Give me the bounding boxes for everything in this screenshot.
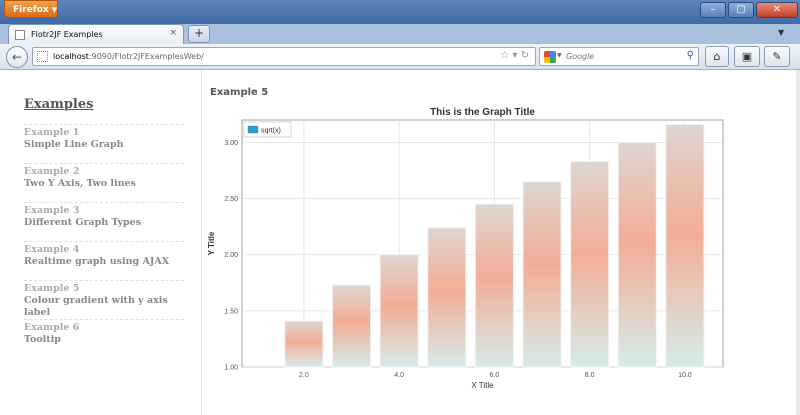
x-axis-title: X Title <box>471 381 494 390</box>
sidebar-item-example-3[interactable]: Example 3 Different Graph Types <box>24 202 184 229</box>
sidebar-item-example-2[interactable]: Example 2 Two Y Axis, Two lines <box>24 163 184 190</box>
google-icon[interactable] <box>544 51 556 63</box>
search-bar[interactable]: ▼ Google ⚲ <box>539 47 699 66</box>
y-tick-label: 3.00 <box>224 140 238 147</box>
close-tab-icon[interactable]: × <box>169 28 177 38</box>
y-tick-label: 1.50 <box>224 308 238 315</box>
addons-button[interactable]: ▣ <box>734 46 760 67</box>
url-bar[interactable]: localhost:9090/Flotr2JFExamplesWeb/ ☆ ▾ … <box>32 47 536 66</box>
search-engine-chevron-icon[interactable]: ▼ <box>557 52 562 59</box>
minimize-button[interactable]: – <box>700 2 726 18</box>
x-tick-label: 10.0 <box>678 372 692 379</box>
close-window-button[interactable]: ✕ <box>756 2 798 18</box>
sidebar-item-desc[interactable]: Realtime graph using AJAX <box>24 256 170 267</box>
bar <box>474 203 514 368</box>
sidebar-title: Examples <box>24 97 94 112</box>
sidebar <box>0 70 202 415</box>
sidebar-item-desc[interactable]: Simple Line Graph <box>24 139 124 150</box>
sidebar-item-number[interactable]: Example 4 <box>24 244 80 255</box>
y-tick-label: 2.00 <box>224 252 238 259</box>
sidebar-item-number[interactable]: Example 2 <box>24 166 80 177</box>
sidebar-item-desc[interactable]: Tooltip <box>24 334 61 345</box>
window-edge <box>796 70 800 415</box>
bookmark-star-icon[interactable]: ☆ ▾ ↻ <box>500 50 529 61</box>
bar <box>379 254 419 368</box>
window-titlebar <box>0 0 800 24</box>
bar <box>665 123 705 368</box>
sidebar-item-example-1[interactable]: Example 1 Simple Line Graph <box>24 124 184 151</box>
sidebar-item-number[interactable]: Example 6 <box>24 322 80 333</box>
chevron-down-icon: ▼ <box>51 6 58 14</box>
sidebar-item-example-5[interactable]: Example 5 Colour gradient with y axis lab… <box>24 280 184 319</box>
bar <box>427 227 467 368</box>
chart-title: This is the Graph Title <box>430 107 535 118</box>
sidebar-item-number[interactable]: Example 3 <box>24 205 80 216</box>
new-tab-button[interactable]: + <box>188 25 210 43</box>
tab-flotr2jf-examples[interactable]: Flotr2JF Examples × <box>8 24 184 44</box>
url-path: :9090/Flotr2JFExamplesWeb/ <box>88 52 204 61</box>
site-identity-icon[interactable] <box>37 51 48 62</box>
page-favicon-icon <box>15 30 25 40</box>
maximize-button[interactable]: ▢ <box>728 2 754 18</box>
sidebar-item-desc[interactable]: Different Graph Types <box>24 217 142 228</box>
y-tick-label: 2.50 <box>224 196 238 203</box>
bar <box>522 181 562 368</box>
y-tick-label: 1.00 <box>224 365 238 372</box>
sidebar-item-example-6[interactable]: Example 6 Tooltip <box>24 319 184 346</box>
bar <box>570 161 610 368</box>
list-all-tabs-icon[interactable]: ▼ <box>778 28 785 37</box>
legend-swatch <box>247 125 259 134</box>
sidebar-item-number[interactable]: Example 1 <box>24 127 80 138</box>
firefox-menu-label: Firefox <box>13 5 49 15</box>
firefox-menu-button[interactable]: Firefox ▼ <box>4 0 58 18</box>
sidebar-item-number[interactable]: Example 5 <box>24 283 80 294</box>
x-tick-label: 8.0 <box>585 372 595 379</box>
plus-icon: + <box>193 26 205 40</box>
page-title: Example 5 <box>210 87 269 98</box>
url-host: localhost <box>53 52 89 61</box>
sidebar-item-example-4[interactable]: Example 4 Realtime graph using AJAX <box>24 241 184 268</box>
home-button[interactable]: ⌂ <box>705 46 729 67</box>
back-button[interactable]: ← <box>6 46 28 68</box>
tools-button[interactable]: ✎ <box>764 46 790 67</box>
sidebar-item-desc[interactable]: Colour gradient with y axis label <box>24 295 168 318</box>
bar <box>331 284 372 368</box>
sidebar-item-desc[interactable]: Two Y Axis, Two lines <box>24 178 136 189</box>
x-tick-label: 4.0 <box>394 372 404 379</box>
x-tick-label: 2.0 <box>299 372 309 379</box>
search-placeholder: Google <box>566 52 595 61</box>
x-tick-label: 6.0 <box>490 372 500 379</box>
bar <box>617 141 657 368</box>
bar <box>284 320 324 368</box>
chart: This is the Graph Title 1.00 1.50 2.00 2.50 3… <box>207 107 724 390</box>
legend-label: sqrt(x) <box>261 128 281 135</box>
y-axis-title: Y Title <box>207 231 216 255</box>
tab-title: Flotr2JF Examples <box>31 30 103 39</box>
search-icon[interactable]: ⚲ <box>686 50 694 61</box>
